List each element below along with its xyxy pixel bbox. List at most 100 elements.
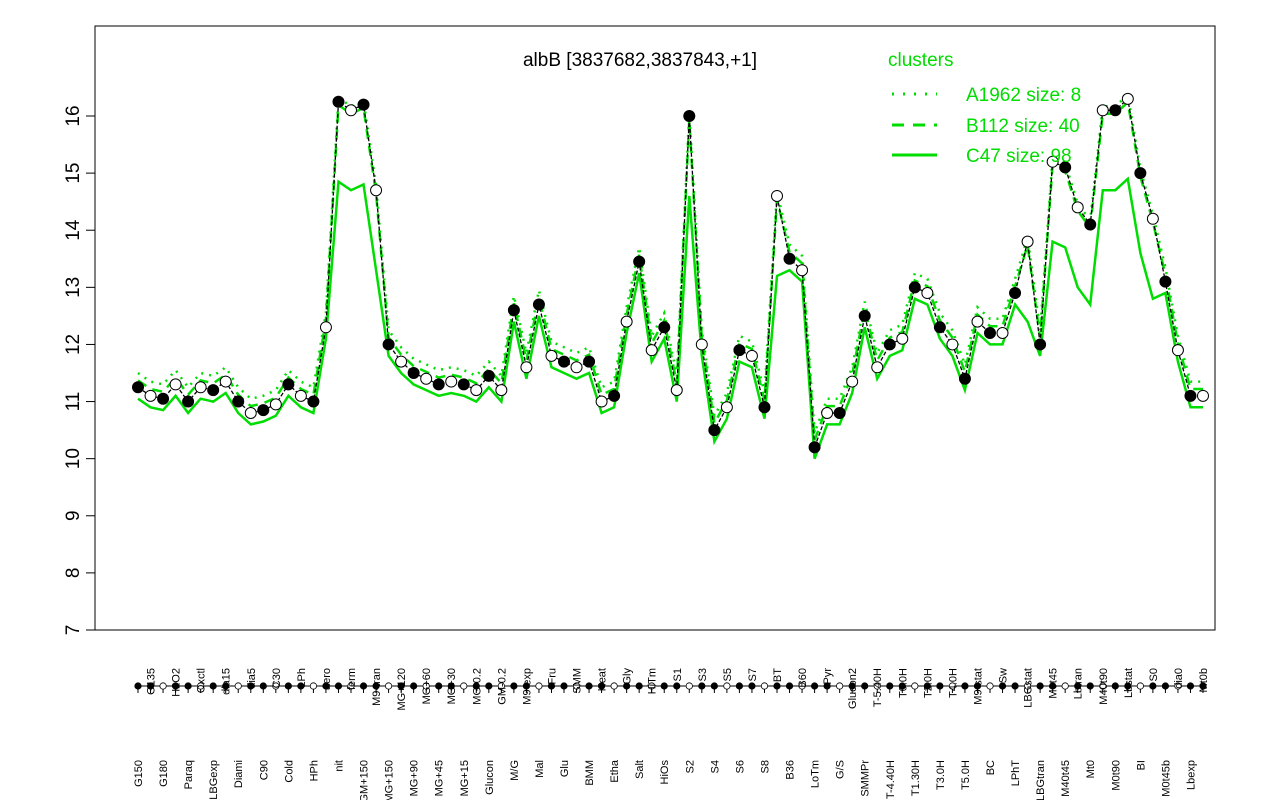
data-point <box>833 406 846 419</box>
x-tick-label: M/G <box>509 760 521 781</box>
x-tick-label: C90 <box>258 760 270 780</box>
x-marker <box>635 682 643 690</box>
data-point <box>946 338 959 351</box>
x-marker <box>560 682 568 690</box>
data-point <box>370 184 383 197</box>
data-point <box>332 95 345 108</box>
data-point <box>858 309 871 322</box>
y-tick-label: 10 <box>63 448 84 469</box>
data-point <box>257 404 270 417</box>
x-marker <box>785 682 794 690</box>
x-tick-label: Mt0b <box>1198 668 1210 692</box>
x-tick-label: MG+30 <box>446 668 458 704</box>
x-tick-label: S4 <box>709 760 721 773</box>
legend-label-c47: C47 size: 98 <box>966 146 1072 167</box>
x-tick-label: Pyr <box>822 668 834 685</box>
x-tick-label: LPh <box>296 668 308 688</box>
data-point <box>771 189 783 202</box>
data-point <box>219 375 232 388</box>
data-point <box>545 349 558 362</box>
x-marker <box>1049 682 1057 690</box>
x-marker <box>748 682 756 690</box>
x-tick-label: S3 <box>697 668 709 681</box>
x-tick-label: T0.0H <box>897 668 909 698</box>
data-point <box>294 389 307 402</box>
x-marker <box>948 682 957 690</box>
x-marker <box>347 682 355 690</box>
x-marker <box>848 682 856 690</box>
x-marker <box>535 682 543 690</box>
data-point <box>1034 338 1047 351</box>
x-marker <box>973 682 982 690</box>
x-tick-label: M40t90 <box>1098 668 1110 705</box>
x-marker <box>1136 682 1144 690</box>
x-marker <box>1186 682 1195 690</box>
x-tick-label: S5 <box>722 668 734 681</box>
cluster-line-c47 <box>137 176 1203 460</box>
data-point <box>532 298 545 311</box>
x-tick-label: MG+60 <box>421 668 433 704</box>
x-tick-label: GM+150 <box>359 760 371 800</box>
x-marker <box>222 682 230 690</box>
x-tick-label: Lbtran <box>1073 668 1085 699</box>
data-point <box>1071 201 1084 214</box>
data-point <box>971 315 984 328</box>
x-marker <box>297 682 305 690</box>
data-point <box>470 384 483 397</box>
x-tick-label: GM-0.2 <box>496 668 508 705</box>
x-marker <box>422 682 430 690</box>
x-tick-label: M9-exp <box>521 668 533 705</box>
x-marker <box>522 682 531 690</box>
data-point <box>783 252 796 265</box>
x-tick-label: M0t90 <box>1110 760 1122 791</box>
x-tick-label: MG+90 <box>409 760 421 796</box>
data-point <box>395 355 408 368</box>
x-marker <box>1036 682 1044 690</box>
x-tick-label: S0 <box>1148 668 1160 681</box>
data-point <box>570 361 583 374</box>
data-point <box>733 344 746 357</box>
x-tick-label: Glucon <box>484 760 496 795</box>
x-marker <box>936 682 944 690</box>
series-line <box>137 97 1203 448</box>
x-marker <box>961 682 969 690</box>
data-point <box>1084 218 1097 231</box>
x-tick-label: M40t45 <box>1060 760 1072 797</box>
x-tick-label: SMMPr <box>860 760 872 797</box>
x-tick-label: T2.0H <box>922 668 934 698</box>
x-marker <box>1149 682 1157 690</box>
x-tick-label: Mt0 <box>1085 760 1097 778</box>
x-tick-label: S7 <box>747 668 759 681</box>
x-tick-label: Glu <box>559 760 571 777</box>
data-point <box>457 378 470 391</box>
data-point <box>883 338 896 351</box>
data-point <box>182 395 195 408</box>
x-tick-label: M9-stat <box>972 668 984 705</box>
x-marker <box>660 682 668 690</box>
x-marker <box>284 682 292 690</box>
data-point <box>1096 104 1109 117</box>
x-tick-label: B60 <box>797 668 809 688</box>
x-marker <box>234 682 242 690</box>
data-point <box>984 327 996 340</box>
x-marker <box>1086 682 1094 690</box>
data-point <box>445 375 458 388</box>
data-point <box>933 321 946 334</box>
data-point <box>232 395 245 408</box>
x-marker <box>184 682 192 690</box>
x-marker <box>1111 682 1119 690</box>
data-point <box>645 344 658 357</box>
data-point <box>670 384 683 397</box>
x-marker <box>1023 682 1032 690</box>
x-marker <box>334 682 343 690</box>
y-tick-label: 12 <box>63 334 84 355</box>
x-marker <box>998 682 1007 690</box>
x-tick-label: HiTm <box>647 668 659 694</box>
x-tick-label: T1.30H <box>910 760 922 796</box>
x-tick-label: Lbstat <box>1123 668 1135 698</box>
x-tick-label: dia5 <box>246 668 258 689</box>
x-marker <box>146 682 155 690</box>
data-point <box>683 110 696 122</box>
